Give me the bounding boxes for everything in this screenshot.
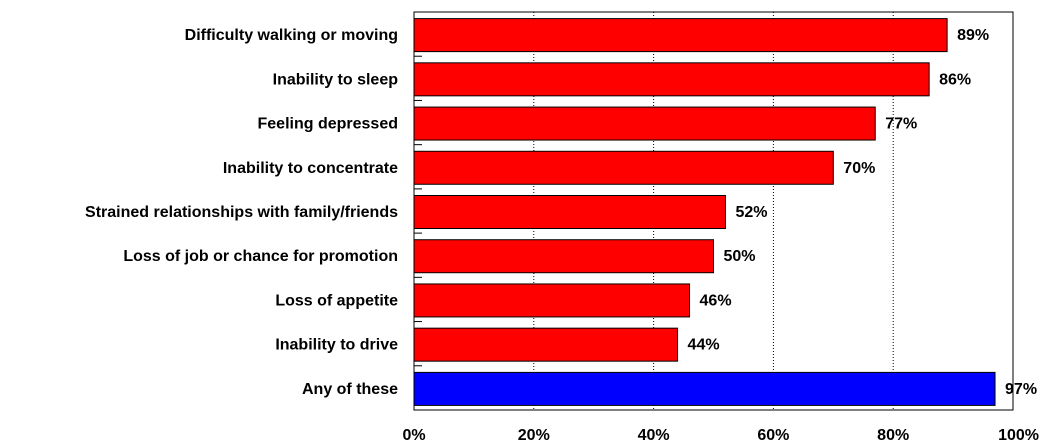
category-label: Strained relationships with family/frien… <box>85 204 398 221</box>
category-label: Inability to drive <box>275 337 398 354</box>
category-label: Loss of appetite <box>275 292 398 309</box>
bar-9 <box>413 371 996 406</box>
bar-4 <box>413 150 834 185</box>
category-label: Feeling depressed <box>258 116 399 133</box>
bars <box>413 18 996 406</box>
bar-8 <box>413 327 679 362</box>
x-tick-label: 0% <box>402 427 425 442</box>
value-label: 46% <box>700 292 732 309</box>
category-labels: Difficulty walking or moving Inability to… <box>85 27 398 398</box>
bar-3 <box>413 106 876 141</box>
value-label: 44% <box>688 337 720 354</box>
category-label: Difficulty walking or moving <box>185 27 398 44</box>
category-label: Loss of job or chance for promotion <box>123 248 398 265</box>
value-labels: 89% 86% 77% 70% 52% 50% 46% 44% 97% <box>688 27 1038 398</box>
x-tick-label: 60% <box>757 427 789 442</box>
value-label: 77% <box>885 116 917 133</box>
category-label: Inability to concentrate <box>223 160 398 177</box>
value-label: 50% <box>724 248 756 265</box>
bar-6 <box>413 239 714 274</box>
value-label: 89% <box>957 27 989 44</box>
axes <box>413 11 1014 411</box>
plot-frame <box>413 11 1014 411</box>
value-label: 97% <box>1005 381 1037 398</box>
x-tick-label: 20% <box>518 427 550 442</box>
x-tick-label: 80% <box>877 427 909 442</box>
bar-7 <box>413 283 691 318</box>
value-label: 52% <box>735 204 767 221</box>
bar-2 <box>413 62 930 97</box>
value-label: 86% <box>939 71 971 88</box>
x-tick-label: 100% <box>998 427 1039 442</box>
bar-5 <box>413 195 726 229</box>
x-tick-label: 40% <box>638 427 670 442</box>
x-tick-labels: 0% 20% 40% 60% 80% 100% <box>402 427 1039 442</box>
value-label: 70% <box>843 160 875 177</box>
bar-1 <box>413 18 948 53</box>
category-label: Inability to sleep <box>273 71 399 88</box>
category-label: Any of these <box>302 381 398 398</box>
